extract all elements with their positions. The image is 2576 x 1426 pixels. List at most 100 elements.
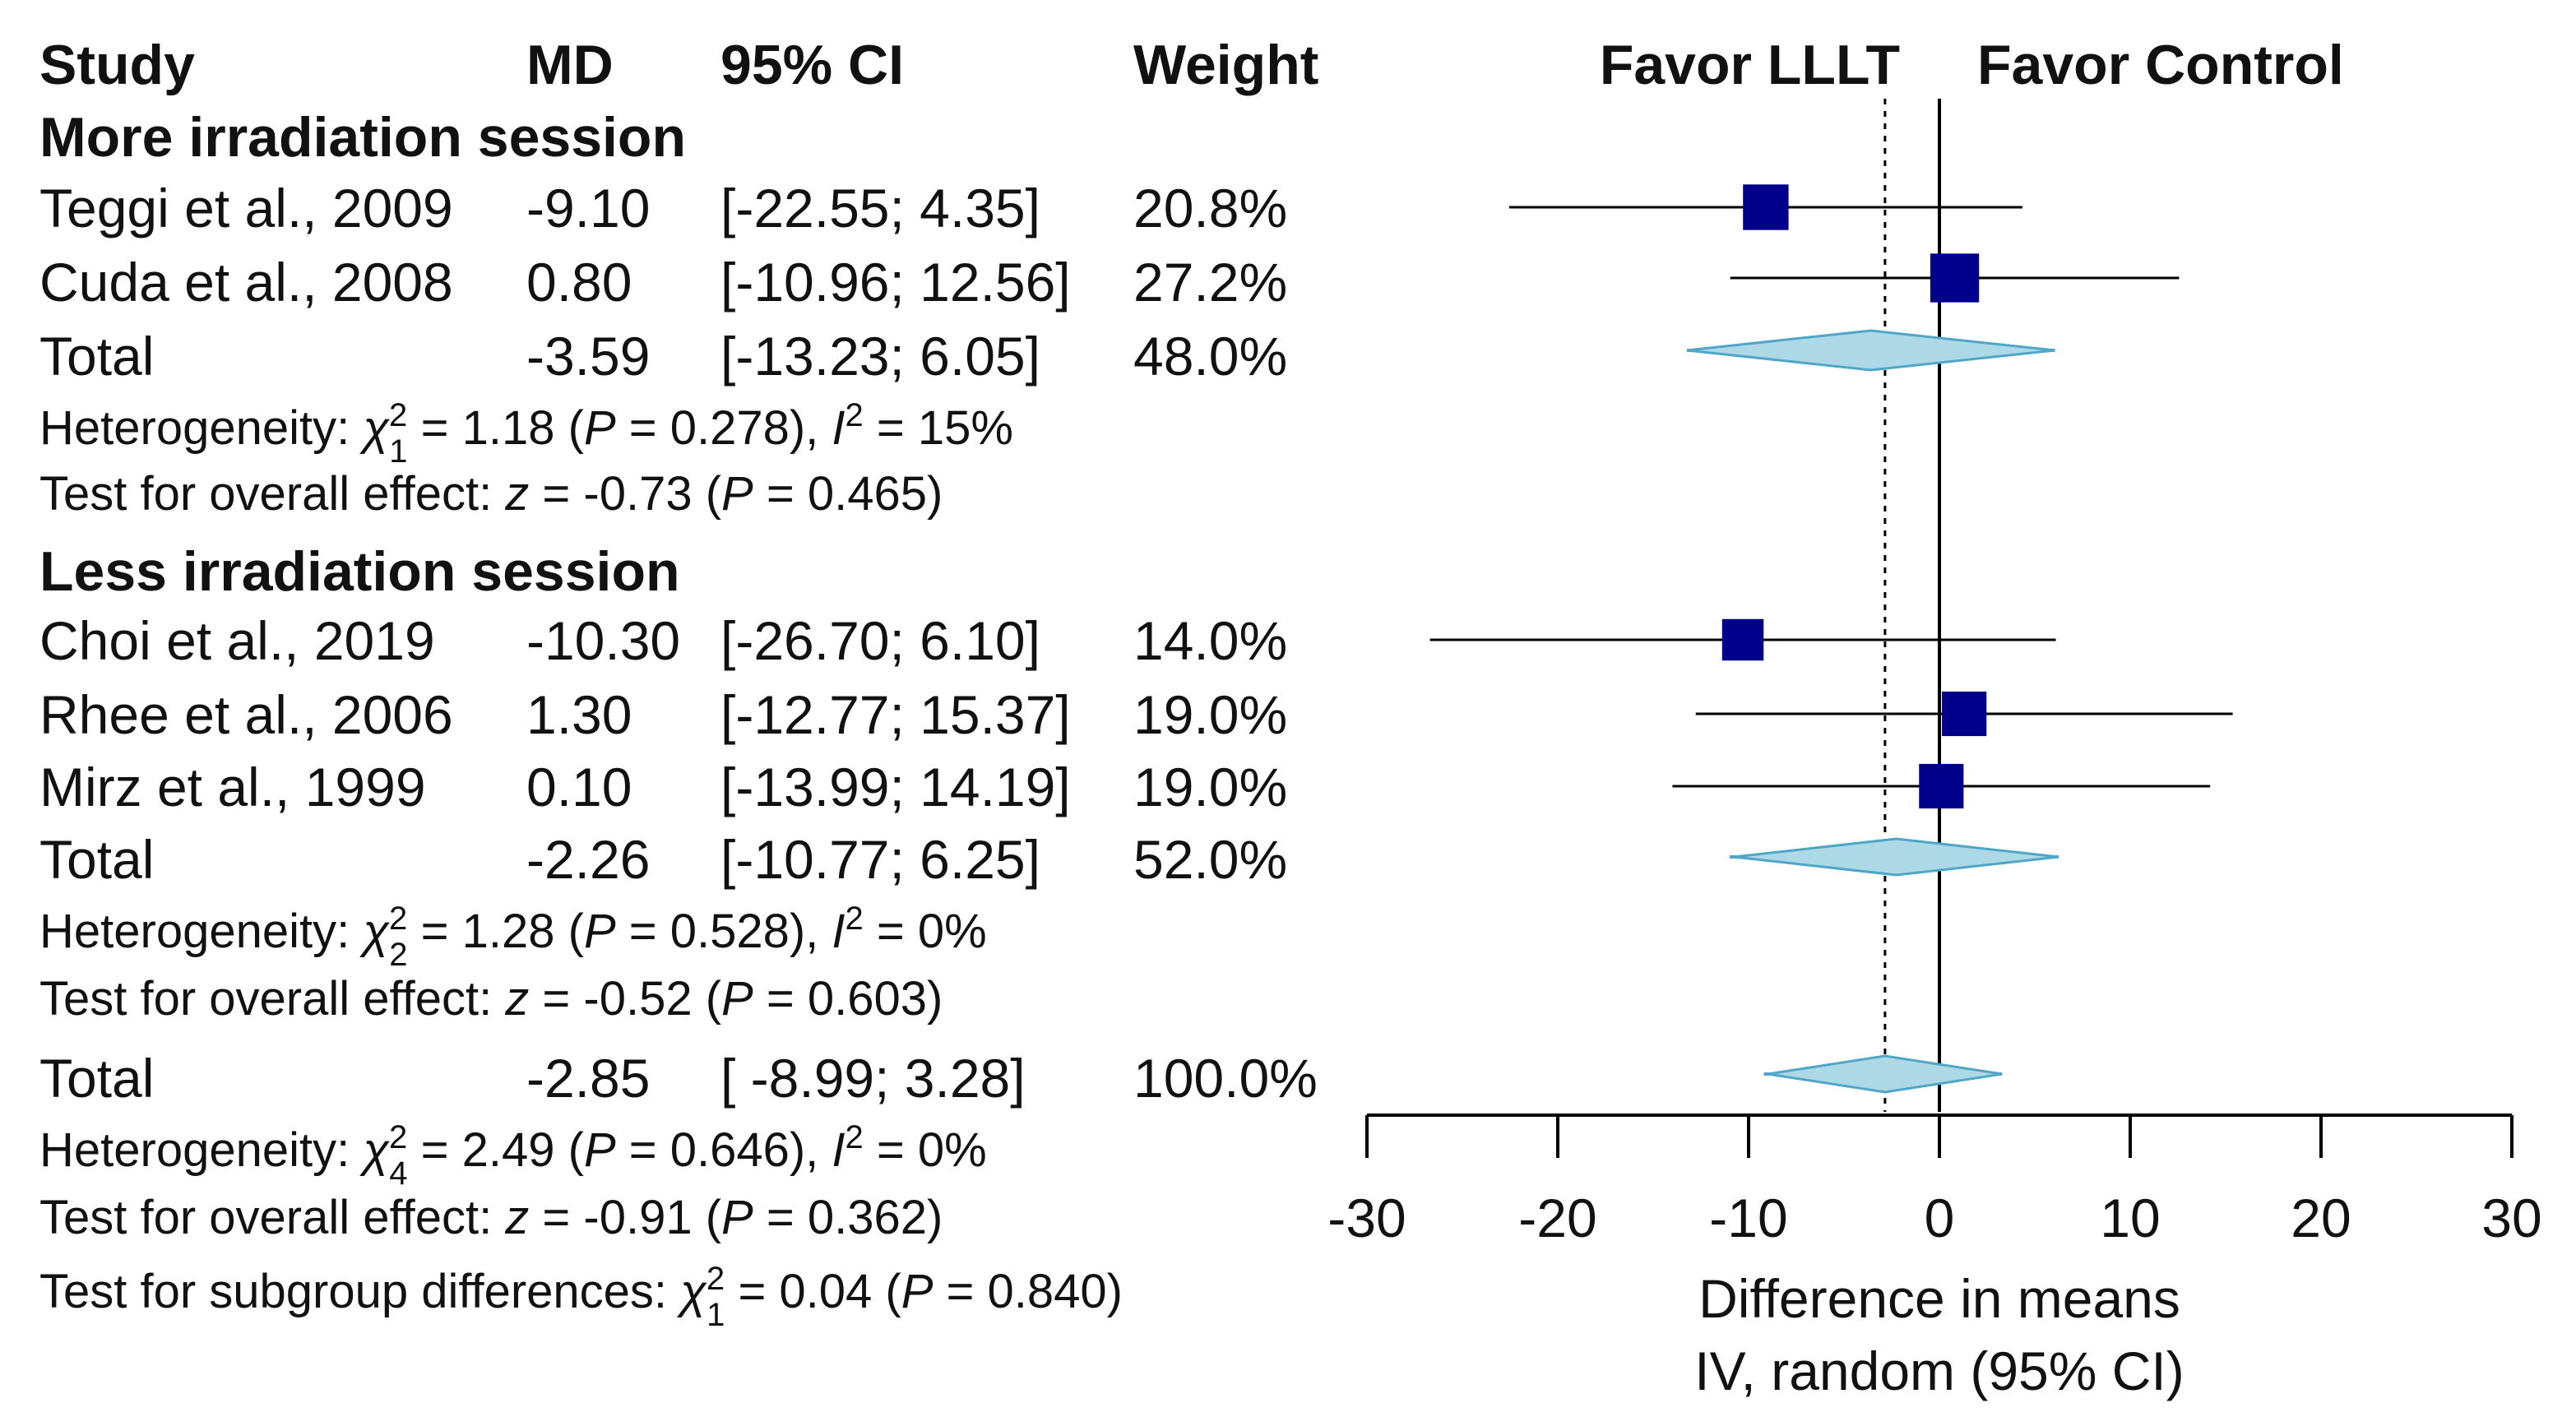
het-prefix: Heterogeneity:: [39, 401, 363, 455]
p-value: = 0.362): [753, 1191, 943, 1244]
study-square: [1721, 618, 1764, 661]
z-value: = -0.91 (: [529, 1191, 721, 1244]
study-row-weight: 27.2%: [1133, 252, 1287, 313]
favor-left-label: Favor LLLT: [1600, 34, 1900, 96]
study-row-md: 1.30: [526, 684, 632, 745]
column-header-ci: 95% CI: [720, 34, 904, 96]
subgroup-title: More irradiation session: [39, 106, 686, 169]
p-symbol: P: [584, 905, 616, 958]
subgroup-total-row-ci: [-13.23; 6.05]: [720, 326, 1040, 387]
p-value: = 0.278),: [616, 401, 832, 455]
chi-symbol: χ: [359, 401, 390, 455]
study-row-md: -9.10: [526, 178, 650, 238]
het-prefix: Heterogeneity:: [39, 1123, 363, 1177]
summary-diamond: [1768, 1054, 2003, 1094]
p-value: = 0.465): [753, 467, 943, 521]
study-square: [1930, 253, 1980, 303]
i2-sup: 2: [846, 901, 864, 937]
z-value: = -0.52 (: [529, 972, 721, 1026]
test-prefix: Test for overall effect:: [39, 1191, 505, 1244]
z-symbol: z: [504, 1191, 529, 1244]
test-prefix: Test for overall effect:: [39, 972, 505, 1026]
study-square: [1942, 691, 1987, 737]
study-row-weight: 14.0%: [1133, 610, 1287, 671]
study-square: [1743, 184, 1789, 230]
subgroup-total-row-ci: [-10.77; 6.25]: [720, 829, 1040, 890]
study-row-ci: [-26.70; 6.10]: [720, 610, 1040, 671]
chi-df-sub: 4: [389, 1155, 407, 1192]
subgroup-total-row-weight: 52.0%: [1133, 829, 1287, 890]
test-prefix: Test for subgroup differences:: [39, 1265, 680, 1318]
chi-value: = 1.28 (: [408, 905, 584, 958]
p-symbol: P: [584, 401, 616, 455]
study-row-md: 0.80: [526, 252, 632, 313]
overall-effect-test: Test for overall effect: z = -0.91 (P = …: [39, 1191, 943, 1244]
study-row-weight: 20.8%: [1133, 178, 1287, 238]
p-symbol: P: [721, 467, 753, 521]
x-axis-subtitle: IV, random (95% CI): [1694, 1340, 2184, 1401]
study-row-name: Cuda et al., 2008: [39, 252, 453, 313]
study-row-weight: 19.0%: [1133, 684, 1287, 745]
subgroup-total-row-weight: 48.0%: [1133, 326, 1287, 387]
overall-total-row-name: Total: [39, 1048, 154, 1109]
subgroup-total-row-md: -3.59: [526, 326, 650, 387]
subgroup-heterogeneity: Heterogeneity: χ2 2 = 1.28 (P = 0.528), I…: [39, 901, 987, 973]
i2-sup: 2: [846, 1119, 864, 1155]
chi-value: = 2.49 (: [408, 1123, 584, 1177]
i2-symbol: I: [832, 905, 845, 958]
p-value: = 0.603): [753, 972, 943, 1026]
x-tick-label: -10: [1709, 1188, 1787, 1248]
study-row-md: 0.10: [526, 757, 632, 817]
test-prefix: Test for overall effect:: [39, 467, 505, 521]
z-symbol: z: [504, 972, 529, 1026]
x-axis-title: Difference in means: [1698, 1268, 2180, 1329]
study-row-name: Rhee et al., 2006: [39, 684, 453, 745]
x-tick-label: 0: [1925, 1188, 1955, 1248]
chi-value: = 1.18 (: [408, 401, 584, 455]
subgroup-overall-effect: Test for overall effect: z = -0.52 (P = …: [39, 972, 943, 1026]
overall-total-row-weight: 100.0%: [1133, 1048, 1318, 1109]
chi-df-sup: 2: [707, 1261, 725, 1297]
favor-right-label: Favor Control: [1977, 34, 2344, 96]
p-value: = 0.646),: [616, 1123, 832, 1177]
column-header-md: MD: [526, 34, 614, 96]
chi-symbol: χ: [359, 905, 390, 958]
study-row-name: Mirz et al., 1999: [39, 757, 426, 817]
subgroup-overall-effect: Test for overall effect: z = -0.73 (P = …: [39, 467, 943, 521]
subgroup-differences-test: Test for subgroup differences: χ2 1 = 0.0…: [39, 1261, 1123, 1333]
i2-symbol: I: [832, 1123, 845, 1177]
chi-df-sub: 1: [707, 1297, 725, 1333]
study-row-name: Teggi et al., 2009: [39, 178, 453, 238]
study-row-md: -10.30: [526, 610, 680, 671]
i2-value: = 0%: [864, 1123, 987, 1177]
x-tick-label: 10: [2100, 1188, 2160, 1248]
p-symbol: P: [721, 1191, 753, 1244]
x-tick-label: 20: [2291, 1188, 2351, 1248]
i2-value: = 15%: [864, 401, 1013, 455]
chi-df-sup: 2: [389, 1119, 407, 1155]
chi-symbol: χ: [676, 1265, 707, 1318]
subgroup-heterogeneity: Heterogeneity: χ2 1 = 1.18 (P = 0.278), I…: [39, 397, 1013, 470]
z-value: = -0.73 (: [529, 467, 721, 521]
z-symbol: z: [504, 467, 529, 521]
i2-sup: 2: [846, 397, 864, 433]
summary-diamond: [1686, 329, 2055, 372]
chi-df-sup: 2: [389, 397, 407, 433]
study-row-ci: [-10.96; 12.56]: [720, 252, 1071, 313]
subgroup-total-row-name: Total: [39, 326, 154, 387]
overall-total-row-ci: [ -8.99; 3.28]: [720, 1048, 1026, 1109]
chi-df-sub: 2: [389, 937, 407, 973]
subgroup-title: Less irradiation session: [39, 540, 680, 603]
study-square: [1919, 763, 1964, 809]
chi-symbol: χ: [359, 1123, 390, 1177]
x-tick-label: -30: [1327, 1188, 1406, 1248]
het-prefix: Heterogeneity:: [39, 905, 363, 958]
subgroup-total-row-name: Total: [39, 829, 154, 890]
p-value: = 0.528),: [616, 905, 832, 958]
p-symbol: P: [584, 1123, 616, 1177]
subgroup-total-row-md: -2.26: [526, 829, 650, 890]
column-header-weight: Weight: [1133, 34, 1318, 96]
summary-diamond: [1733, 837, 2059, 877]
p-symbol: P: [901, 1265, 934, 1318]
